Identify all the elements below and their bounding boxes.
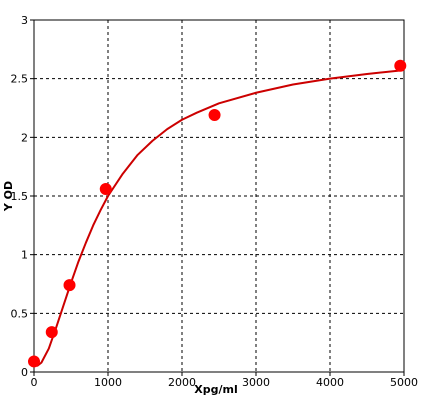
y-axis-ticks: 0 0.5 1 1.5 2 2.5 3: [11, 14, 34, 379]
y-tick-label: 1.5: [11, 190, 29, 203]
fit-curve-line: [36, 69, 401, 367]
x-tick-label: 2000: [168, 376, 196, 389]
x-tick-label: 3000: [242, 376, 270, 389]
x-tick-label: 0: [31, 376, 38, 389]
data-points-layer: [28, 59, 407, 368]
fit-curve-layer: [36, 69, 401, 367]
data-point: [208, 109, 221, 122]
x-axis-title: Xpg/ml: [194, 383, 237, 396]
y-tick-label: 2.5: [11, 73, 29, 86]
x-axis-ticks: 0 1000 2000 3000 4000 5000: [31, 372, 418, 389]
x-tick-label: 1000: [94, 376, 122, 389]
y-tick-label: 0: [21, 366, 28, 379]
y-tick-label: 0.5: [11, 307, 29, 320]
y-tick-label: 3: [21, 14, 28, 27]
x-tick-label: 4000: [316, 376, 344, 389]
data-point: [63, 279, 76, 292]
y-axis-title: Y OD: [2, 181, 15, 212]
data-point: [28, 355, 40, 368]
data-point: [99, 182, 112, 195]
data-point: [45, 326, 58, 339]
y-tick-label: 1: [21, 249, 28, 262]
data-point: [394, 59, 407, 72]
y-tick-label: 2: [21, 131, 28, 144]
x-tick-label: 5000: [390, 376, 418, 389]
